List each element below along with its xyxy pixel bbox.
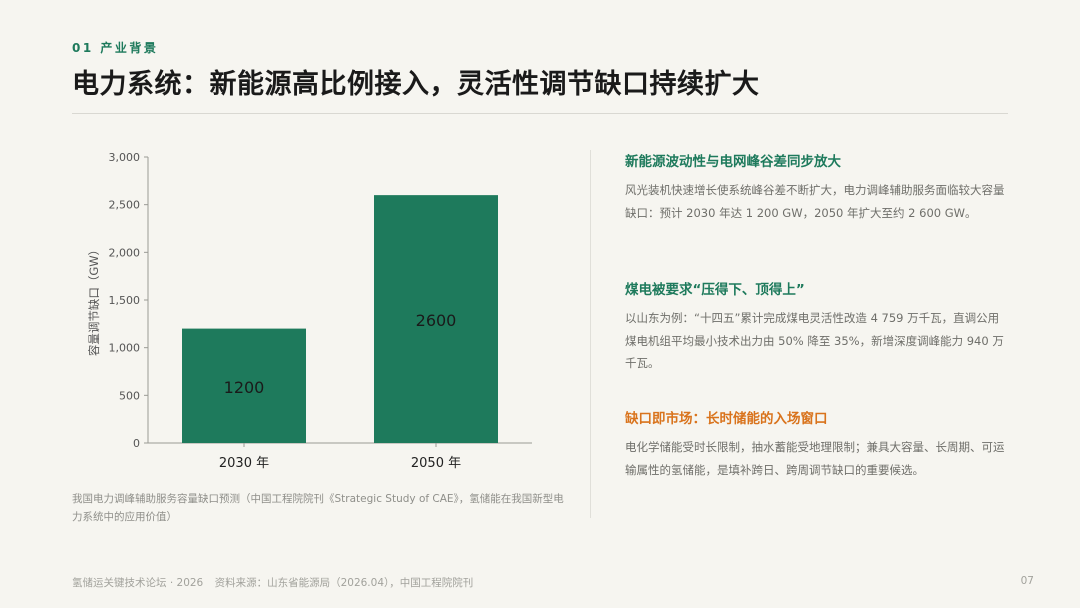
- footer-event: 氢储运关键技术论坛 · 2026: [72, 577, 204, 589]
- x-tick-label: 2030 年: [219, 456, 269, 471]
- point-item: 煤电被要求“压得下、顶得上” 以山东为例：“十四五”累计完成煤电灵活性改造 4 …: [625, 278, 1010, 375]
- bar-2: [374, 195, 498, 443]
- y-tick-label: 500: [119, 389, 140, 402]
- footer: 氢储运关键技术论坛 · 2026 资料来源：山东省能源局（2026.04），中国…: [72, 575, 473, 590]
- y-tick-label: 1,500: [109, 294, 141, 307]
- data-label: 1200: [224, 378, 265, 397]
- y-tick-label: 3,000: [109, 151, 141, 164]
- y-tick-label: 2,000: [109, 246, 141, 259]
- point-text: 风光装机快速增长使系统峰谷差不断扩大，电力调峰辅助服务面临较大容量缺口：预计 2…: [625, 183, 1005, 220]
- point-title: 煤电被要求“压得下、顶得上”: [625, 282, 805, 298]
- y-tick-label: 2,500: [109, 199, 141, 212]
- section-label: 01 产业背景: [72, 41, 159, 55]
- point-item: 新能源波动性与电网峰谷差同步放大 风光装机快速增长使系统峰谷差不断扩大，电力调峰…: [625, 150, 1010, 224]
- point-item: 缺口即市场：长时储能的入场窗口 电化学储能受时长限制，抽水蓄能受地理限制；兼具大…: [625, 407, 1010, 481]
- bar-1: [182, 328, 306, 443]
- chart-caption: 我国电力调峰辅助服务容量缺口预测（中国工程院院刊《Strategic Study…: [72, 493, 564, 523]
- point-title: 新能源波动性与电网峰谷差同步放大: [625, 154, 841, 170]
- page-number: 07: [1020, 575, 1034, 587]
- point-title: 缺口即市场：长时储能的入场窗口: [625, 411, 828, 427]
- data-label: 2600: [416, 311, 457, 330]
- y-axis-label: 容量调节缺口（GW）: [87, 244, 101, 356]
- title-divider: [72, 113, 1008, 114]
- vertical-divider: [590, 150, 591, 518]
- y-tick-label: 0: [133, 437, 140, 450]
- footer-source: 资料来源：山东省能源局（2026.04），中国工程院院刊: [214, 577, 474, 589]
- point-text: 电化学储能受时长限制，抽水蓄能受地理限制；兼具大容量、长周期、可运输属性的氢储能…: [625, 440, 1005, 477]
- point-text: 以山东为例：“十四五”累计完成煤电灵活性改造 4 759 万千瓦，直调公用煤电机…: [625, 311, 1004, 370]
- bar-chart: 0 500 1,000 1,500 2,000 2,500 3,000 容量调节缺口（GW） 1…: [72, 140, 572, 485]
- page-title: 电力系统：新能源高比例接入，灵活性调节缺口持续扩大: [72, 69, 760, 100]
- y-tick-label: 1,000: [109, 342, 141, 355]
- x-tick-label: 2050 年: [411, 456, 461, 471]
